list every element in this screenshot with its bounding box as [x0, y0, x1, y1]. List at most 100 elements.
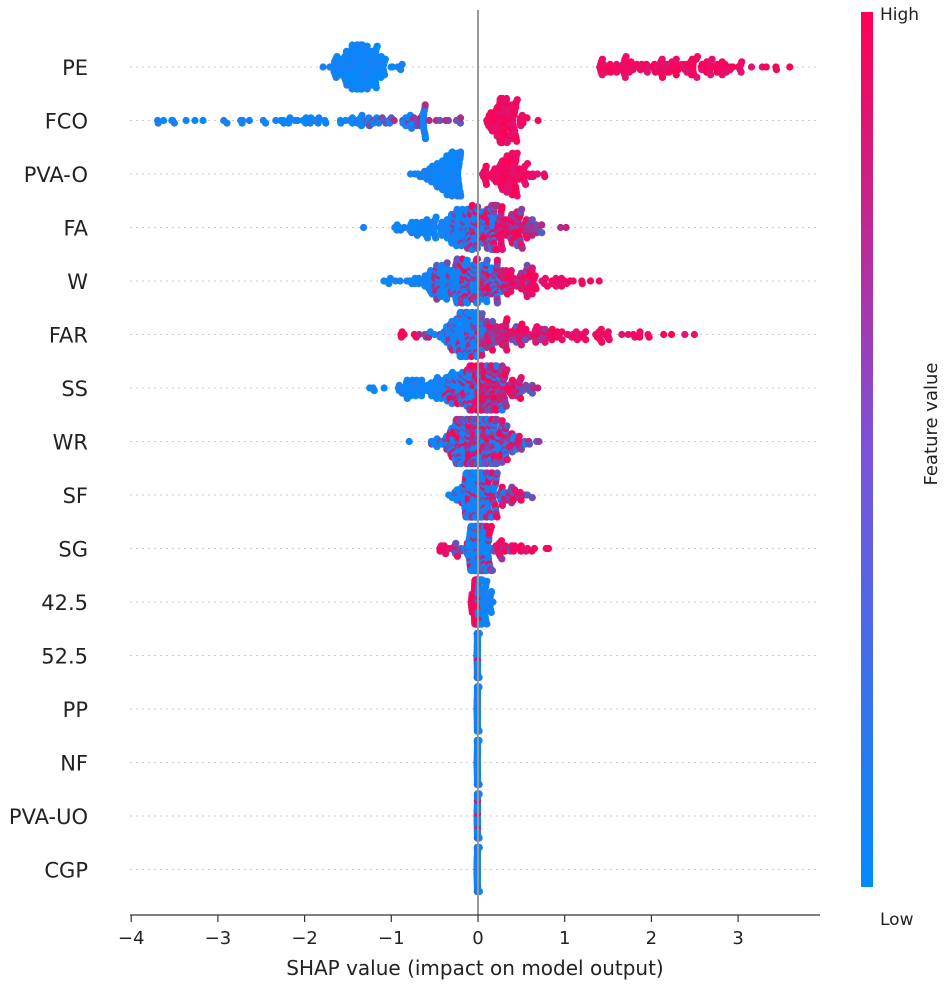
shap-point [538, 221, 546, 229]
shap-point [170, 119, 178, 127]
shap-point [452, 539, 460, 547]
feature-label: SG [58, 538, 88, 562]
shap-points [154, 41, 794, 896]
feature-label: PVA-UO [9, 805, 88, 829]
colorbar-gradient [861, 12, 873, 887]
shap-point [498, 417, 506, 425]
colorbar-low-label: Low [880, 910, 914, 930]
shap-point [456, 119, 464, 127]
shap-point [488, 566, 497, 575]
shap-point [690, 330, 699, 339]
feature-label: FAR [49, 324, 88, 348]
shap-point [405, 437, 413, 446]
feature-label: 42.5 [41, 591, 88, 615]
shap-point [597, 325, 605, 333]
x-tick-label: −3 [205, 928, 232, 949]
x-axis-label: SHAP value (impact on model output) [286, 956, 663, 980]
shap-point [528, 264, 537, 272]
shap-point [502, 94, 511, 103]
shap-point [503, 346, 511, 354]
shap-point [475, 834, 483, 842]
shap-point [598, 338, 606, 346]
shap-point [621, 73, 629, 81]
shap-point [538, 229, 546, 237]
feature-label: PP [63, 698, 88, 722]
feature-label: PVA-O [24, 163, 88, 187]
shap-point [245, 116, 253, 125]
shap-point [503, 315, 511, 323]
shap-point [532, 285, 540, 293]
shap-point [586, 277, 595, 285]
shap-point [443, 259, 451, 267]
shap-point [432, 213, 440, 221]
shap-point [457, 192, 465, 200]
shap-point [562, 223, 570, 232]
feature-label: CGP [44, 859, 88, 883]
shap-point [519, 119, 527, 127]
shap-point [444, 116, 452, 125]
shap-point [154, 119, 162, 127]
shap-point [498, 501, 506, 509]
shap-point [398, 60, 406, 68]
shap-point [442, 550, 450, 558]
shap-point [182, 116, 190, 125]
shap-point [415, 330, 423, 339]
shap-point [522, 325, 530, 333]
shap-point [223, 119, 231, 127]
shap-point [528, 216, 536, 224]
shap-point [513, 149, 521, 157]
shap-point [482, 162, 490, 170]
shap-point [708, 55, 716, 63]
shap-point [645, 333, 653, 341]
x-tick-label: 0 [472, 928, 483, 949]
shap-point [443, 295, 451, 303]
shap-point [660, 330, 668, 339]
shap-point [191, 116, 199, 125]
shap-point [523, 114, 531, 122]
feature-label: SS [61, 377, 88, 401]
shap-point [373, 42, 381, 50]
shap-point [658, 55, 666, 63]
shap-point [518, 244, 526, 252]
shap-point [322, 119, 330, 127]
shap-point [380, 71, 389, 79]
shap-point [747, 63, 756, 71]
shap-point [622, 53, 630, 61]
shap-point [400, 223, 408, 232]
shap-point [569, 277, 577, 285]
feature-label: FCO [45, 110, 88, 134]
shap-point [557, 223, 565, 232]
shap-point [372, 84, 380, 92]
shap-point [624, 330, 632, 339]
shap-point [738, 58, 746, 66]
shap-point [488, 317, 497, 326]
x-tick-label: −2 [291, 928, 318, 949]
shap-point [421, 101, 429, 109]
shap-point [541, 274, 550, 282]
shap-point [497, 537, 506, 545]
shap-point [319, 63, 327, 71]
shap-point [463, 256, 471, 264]
shap-point [493, 469, 501, 477]
shap-point [658, 73, 667, 81]
shap-point [544, 544, 553, 553]
shap-point [534, 170, 542, 178]
shap-point [513, 192, 521, 200]
shap-point [294, 116, 302, 125]
shap-point [482, 180, 490, 188]
colorbar-high-label: High [880, 5, 919, 25]
shap-point [493, 513, 501, 521]
shap-point [530, 544, 539, 553]
shap-point [475, 727, 483, 735]
shap-point [389, 63, 397, 71]
shap-point [516, 394, 525, 402]
feature-label: NF [60, 752, 88, 776]
shap-point [517, 341, 526, 349]
shap-point [578, 280, 586, 288]
shap-point [262, 119, 270, 127]
shap-point [509, 496, 517, 504]
shap-point [395, 381, 403, 389]
shap-point [604, 328, 612, 336]
shap-point [595, 277, 603, 285]
shap-point [360, 223, 368, 232]
